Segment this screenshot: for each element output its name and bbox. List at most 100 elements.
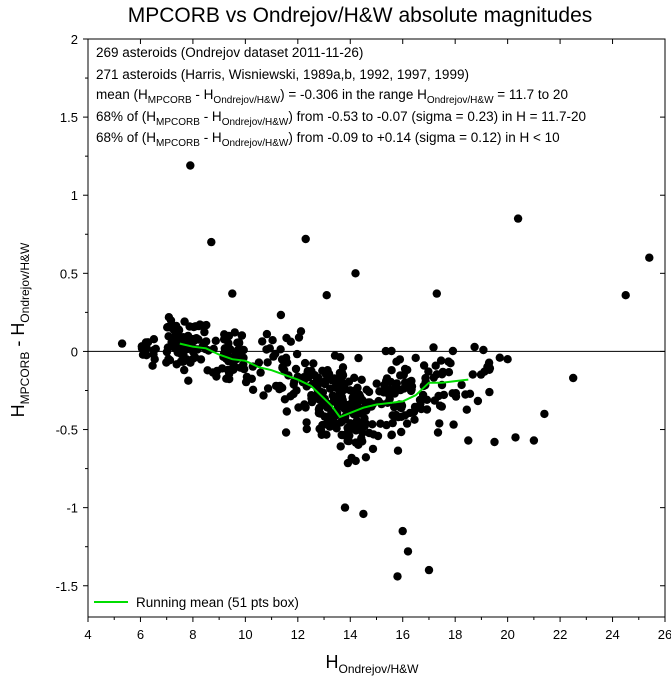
data-point (202, 337, 211, 346)
data-point (464, 436, 473, 445)
data-point (237, 331, 246, 340)
data-point (200, 327, 209, 337)
data-point (164, 313, 174, 322)
data-point (439, 390, 449, 400)
data-point (336, 418, 345, 427)
annotation-line-5: 68% of (HMPCORB - HOndrejov/H&W) from -0… (96, 130, 560, 149)
data-point (185, 322, 194, 331)
data-point (254, 358, 264, 367)
data-point (438, 367, 448, 377)
ann4-c: ) from -0.53 to -0.07 (sigma = 0.23) in … (288, 109, 586, 124)
data-point (163, 323, 172, 332)
data-point (405, 377, 414, 387)
data-point (228, 289, 237, 298)
data-point (189, 336, 199, 346)
data-point (224, 339, 233, 348)
annotation-line-2: 271 asteroids (Harris, Wisniewski, 1989a… (96, 67, 469, 82)
x-tick-label: 24 (605, 627, 619, 642)
data-point (397, 427, 406, 437)
data-point (189, 354, 198, 363)
data-point (431, 361, 440, 370)
data-point (340, 404, 349, 414)
x-axis-label: HOndrejov/H&W (325, 652, 419, 676)
data-point (390, 384, 400, 393)
data-point (357, 375, 366, 384)
data-point (364, 387, 374, 397)
data-point (369, 430, 378, 439)
data-point (495, 353, 504, 362)
data-point (351, 269, 360, 278)
data-point (281, 353, 291, 362)
data-point (381, 346, 390, 356)
data-point (262, 345, 271, 354)
data-point (338, 430, 348, 440)
data-point (410, 415, 419, 424)
data-point (387, 430, 396, 439)
data-point (336, 398, 345, 407)
data-point (433, 428, 443, 437)
data-point (429, 343, 438, 352)
data-point (402, 419, 412, 428)
data-point (328, 391, 337, 400)
data-point (345, 431, 354, 440)
data-point (424, 367, 433, 376)
data-point (117, 339, 127, 348)
running-mean-line (179, 342, 469, 419)
x-tick-label: 16 (395, 627, 409, 642)
data-point (301, 403, 310, 412)
x-tick-label: 10 (238, 627, 252, 642)
data-point (207, 237, 216, 247)
data-point (461, 390, 470, 399)
data-point (263, 358, 272, 367)
y-tick-label: 0 (71, 344, 78, 359)
data-point (179, 350, 188, 359)
data-point (336, 373, 346, 383)
data-point (448, 389, 457, 398)
data-point (432, 289, 441, 298)
data-point (173, 343, 183, 352)
data-point (164, 354, 173, 364)
data-point (446, 359, 455, 368)
y-axis-label: HMPCORB - HOndrejov/H&W (8, 242, 32, 417)
data-point (313, 386, 323, 395)
data-point (163, 343, 173, 352)
data-point (191, 322, 200, 331)
data-point (351, 426, 361, 435)
data-point (196, 355, 206, 364)
data-point (336, 353, 345, 362)
data-point (231, 348, 241, 358)
data-point (645, 253, 654, 262)
data-point (323, 403, 332, 412)
data-point (309, 359, 318, 368)
data-point (346, 419, 355, 428)
data-point (358, 428, 367, 437)
data-point (480, 367, 489, 376)
data-point (276, 310, 286, 320)
data-point (419, 361, 429, 370)
annotation-line-4: 68% of (HMPCORB - HOndrejov/H&W) from -0… (96, 109, 586, 128)
data-point (429, 373, 438, 382)
data-point (275, 381, 285, 391)
data-point (462, 405, 471, 414)
data-point (137, 344, 147, 353)
ann3-a: mean (H (96, 87, 148, 102)
data-point (276, 345, 285, 354)
data-point (398, 526, 407, 536)
x-tick-label: 18 (448, 627, 462, 642)
data-point (178, 357, 188, 366)
ann5-a: 68% of (H (96, 130, 156, 145)
data-point (320, 412, 329, 421)
data-point (236, 363, 245, 372)
data-point (392, 357, 401, 366)
data-point (503, 355, 512, 364)
data-point (422, 395, 432, 404)
data-point (148, 361, 157, 370)
ann4-b: - H (200, 109, 222, 124)
data-point (336, 442, 345, 451)
data-point (368, 444, 378, 454)
data-point (282, 407, 291, 416)
data-point (171, 330, 181, 339)
data-point (302, 418, 311, 427)
data-point (296, 327, 306, 336)
